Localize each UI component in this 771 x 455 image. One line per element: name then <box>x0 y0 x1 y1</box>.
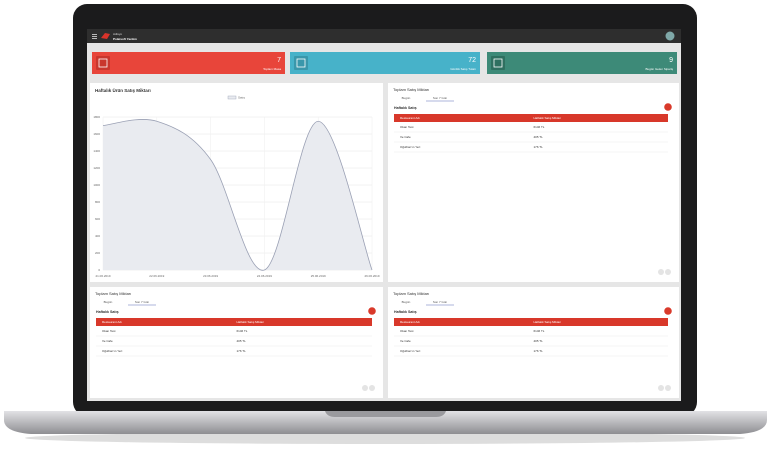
stat-card <box>290 52 480 74</box>
card-value: 7 <box>277 57 281 64</box>
table-cell: Oğulhan'ın Yeri <box>102 349 123 353</box>
y-tick-label: 200 <box>95 251 100 255</box>
tab[interactable]: Bugün <box>402 96 411 100</box>
x-tick-label: 21.06.2019 <box>95 274 110 278</box>
stat-card <box>92 52 285 74</box>
legend-swatch <box>227 95 237 100</box>
card-icon-bg <box>294 56 308 70</box>
table-cell: Okan Test <box>400 125 414 129</box>
add-button[interactable] <box>664 103 672 111</box>
card-label: Toplam Masa <box>263 67 281 71</box>
table-cell: 6146 TL <box>237 329 248 333</box>
column-header: Haftalık Satış Miktarı <box>534 320 562 324</box>
table-header <box>394 318 668 326</box>
card-label: Bugün Gelen Sipariş <box>645 67 673 71</box>
x-tick-label: 25.06.2019 <box>311 274 326 278</box>
table-header <box>96 318 372 326</box>
tab[interactable]: Bugün <box>104 300 113 304</box>
tab[interactable]: Son 7 Gün <box>433 300 448 304</box>
table-cell: Okan Test <box>400 329 414 333</box>
y-tick-label: 600 <box>95 217 100 221</box>
brand-subtitle: Polatsoft Yazılım <box>113 37 137 41</box>
table-cell: 176 TL <box>237 349 247 353</box>
card-value: 9 <box>669 57 673 64</box>
table-panel <box>388 287 679 398</box>
panel-subtitle: Haftalık Satış <box>394 310 417 314</box>
add-button[interactable] <box>368 307 376 315</box>
table-cell: Ve Cafe <box>102 339 113 343</box>
laptop-base <box>4 411 767 434</box>
menu-icon[interactable] <box>92 34 97 39</box>
pagination-button[interactable] <box>665 269 671 275</box>
card-icon-bg <box>96 56 110 70</box>
card-icon <box>296 58 306 68</box>
panel-subtitle: Haftalık Satış <box>394 106 417 110</box>
pagination-button[interactable] <box>362 385 368 391</box>
table-cell: Oğulhan'ın Yeri <box>400 349 421 353</box>
table-panel <box>90 287 383 398</box>
chart-title: Haftalık Ürün Satış Miktarı <box>95 87 151 93</box>
card-icon <box>98 58 108 68</box>
pagination-button[interactable] <box>369 385 375 391</box>
column-header: Haftalık Satış Miktarı <box>534 116 562 120</box>
user-avatar[interactable] <box>665 31 675 41</box>
y-tick-label: 400 <box>95 234 100 238</box>
tab[interactable]: Bugün <box>402 300 411 304</box>
pagination-button[interactable] <box>658 269 664 275</box>
table-header <box>394 114 668 122</box>
y-tick-label: 800 <box>95 200 100 204</box>
table-cell: Oğulhan'ın Yeri <box>400 145 421 149</box>
table-cell: Ve Cafe <box>400 339 411 343</box>
y-tick-label: 0 <box>98 268 100 272</box>
logo <box>101 33 110 39</box>
x-tick-label: 23.06.2019 <box>203 274 218 278</box>
card-icon <box>493 58 503 68</box>
table-cell: 6146 TL <box>534 329 545 333</box>
brand: Adisyo <box>113 32 122 36</box>
column-header: Restaurant Adı <box>102 320 122 324</box>
panel-title: Toplam Satış Miktarı <box>95 291 131 296</box>
y-tick-label: 1400 <box>93 149 100 153</box>
panel-title: Toplam Satış Miktarı <box>393 291 429 296</box>
shadow <box>25 432 745 444</box>
base-notch <box>325 411 446 417</box>
legend-label: Satış <box>238 95 245 99</box>
table-cell: 176 TL <box>534 145 544 149</box>
y-tick-label: 1800 <box>93 115 100 119</box>
column-header: Haftalık Satış Miktarı <box>237 320 265 324</box>
y-tick-label: 1200 <box>93 166 100 170</box>
tab[interactable]: Son 7 Gün <box>135 300 150 304</box>
column-header: Restaurant Adı <box>400 320 420 324</box>
panel-subtitle: Haftalık Satış <box>96 310 119 314</box>
table-cell: Ve Cafe <box>400 135 411 139</box>
x-tick-label: 22.06.2019 <box>149 274 164 278</box>
table-cell: 405 TL <box>534 135 544 139</box>
stat-card <box>487 52 677 74</box>
x-tick-label: 26.06.2019 <box>364 274 379 278</box>
card-icon-bg <box>491 56 505 70</box>
add-button[interactable] <box>664 307 672 315</box>
card-label: Günlük Satış Tutarı <box>450 67 476 71</box>
table-cell: 405 TL <box>534 339 544 343</box>
tab[interactable]: Son 7 Gün <box>433 96 448 100</box>
pagination-button[interactable] <box>658 385 664 391</box>
line-area <box>103 119 372 271</box>
table-cell: Okan Test <box>102 329 116 333</box>
table-cell: 176 TL <box>534 349 544 353</box>
topbar <box>87 29 681 43</box>
column-header: Restaurant Adı <box>400 116 420 120</box>
y-tick-label: 1000 <box>93 183 100 187</box>
table-cell: 405 TL <box>237 339 247 343</box>
table-cell: 6146 TL <box>534 125 545 129</box>
pagination-button[interactable] <box>665 385 671 391</box>
table-panel <box>388 83 679 282</box>
card-value: 72 <box>468 57 476 64</box>
panel-title: Toplam Satış Miktarı <box>393 87 429 92</box>
y-tick-label: 1600 <box>93 132 100 136</box>
x-tick-label: 24.06.2019 <box>257 274 272 278</box>
